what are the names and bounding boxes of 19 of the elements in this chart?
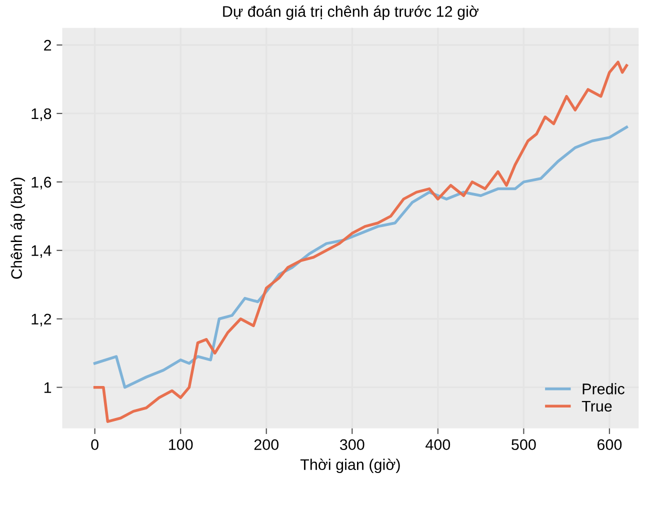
y-tick-label: 1,6 — [32, 176, 52, 190]
x-tick-label: 500 — [512, 439, 536, 450]
legend-label: True — [582, 400, 612, 412]
x-tick-label: 100 — [169, 439, 193, 450]
x-tick-label: 600 — [597, 439, 622, 450]
x-tick-label: 400 — [426, 439, 450, 450]
x-tick-label: 200 — [254, 439, 279, 450]
y-axis-title: Chênh áp (bar) — [10, 178, 26, 279]
y-tick-label: 1 — [44, 382, 52, 393]
legend-label: Predic — [582, 383, 624, 394]
y-tick-label: 1,2 — [32, 314, 52, 326]
chart-title: Dự đoán giá trị chênh áp trước 12 giờ — [223, 6, 479, 20]
y-tick-label: 1,8 — [32, 108, 52, 121]
x-axis-title: Thời gian (giờ) — [300, 458, 400, 474]
line-series — [93, 60, 628, 423]
y-tick-label: 1,4 — [32, 245, 52, 258]
x-tick-label: 300 — [340, 439, 364, 450]
x-tick-label: 0 — [91, 439, 98, 450]
y-tick-label: 2 — [44, 40, 52, 51]
